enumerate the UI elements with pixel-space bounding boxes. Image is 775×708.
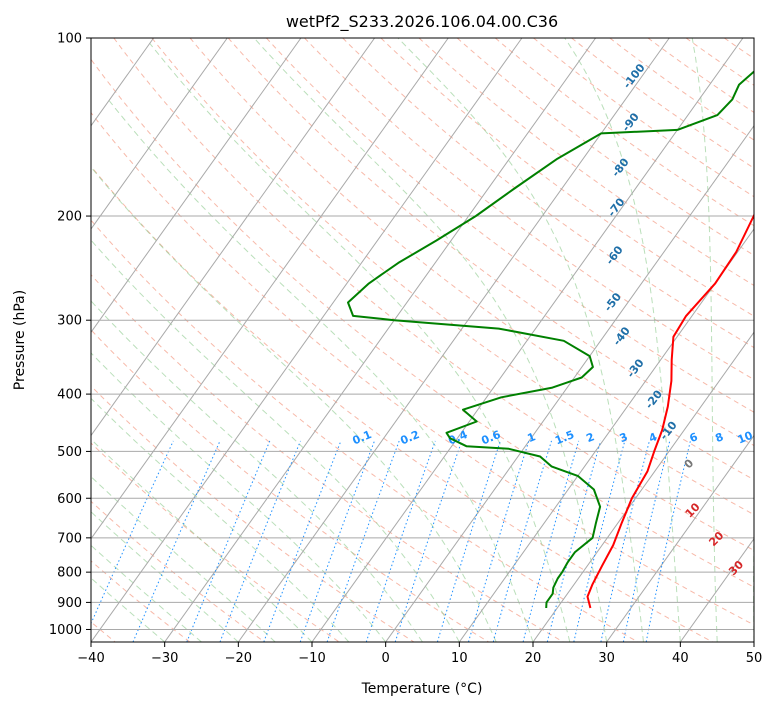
mixing-ratio-label: 3 bbox=[618, 430, 630, 445]
dry-adiabat bbox=[266, 38, 754, 413]
mixing-ratio-label: 1 bbox=[526, 430, 538, 445]
dry-adiabat bbox=[304, 38, 754, 381]
series-layer bbox=[347, 70, 754, 609]
y-axis-label: Pressure (hPa) bbox=[12, 290, 28, 390]
dry-adiabat bbox=[151, 38, 754, 516]
dry-adiabat bbox=[494, 38, 754, 227]
mixing-ratio-line bbox=[132, 440, 221, 642]
x-tick-label: −30 bbox=[151, 651, 178, 666]
mixing-ratio-line bbox=[436, 440, 501, 642]
dry-adiabat bbox=[91, 273, 564, 642]
chart-title: wetPf2_S233.2026.106.04.00.C36 bbox=[286, 12, 558, 32]
mixing-ratio-label: 8 bbox=[713, 430, 725, 445]
moist-adiabat bbox=[91, 544, 202, 642]
y-tick-label: 300 bbox=[57, 314, 82, 329]
x-tick-label: −40 bbox=[77, 651, 104, 666]
mixing-ratio-line bbox=[326, 440, 400, 642]
dry-adiabat bbox=[227, 38, 754, 447]
isotherm-line bbox=[91, 38, 449, 540]
mixing-ratio-line bbox=[91, 440, 174, 625]
mixing-ratio-label: 2 bbox=[584, 430, 596, 445]
x-tick-label: −20 bbox=[225, 651, 252, 666]
y-tick-label: 1000 bbox=[49, 623, 82, 638]
isotherm-line bbox=[91, 38, 228, 230]
moist-adiabat-label: 40 bbox=[752, 584, 772, 604]
isotherm-line bbox=[91, 38, 376, 437]
moist-adiabat bbox=[149, 42, 571, 642]
grid-layer bbox=[91, 38, 754, 642]
y-tick-label: 600 bbox=[57, 492, 82, 507]
mixing-ratio-line bbox=[600, 440, 650, 642]
plot-frame bbox=[90, 37, 755, 643]
x-tick-label: 0 bbox=[382, 651, 390, 666]
moist-adiabat bbox=[91, 475, 276, 642]
y-tick-label: 500 bbox=[57, 445, 82, 460]
moist-adiabat bbox=[91, 166, 497, 642]
mixing-ratio-line bbox=[546, 440, 602, 642]
axis-layer: −40 −30 −20 −10 0 10 20 30 40 50 100 200 300 400 500 60… bbox=[49, 32, 762, 667]
mixing-ratio-line bbox=[299, 440, 375, 642]
x-tick-label: 20 bbox=[525, 651, 542, 666]
x-tick-label: 40 bbox=[672, 651, 689, 666]
y-tick-label: 100 bbox=[57, 32, 82, 47]
dry-adiabat bbox=[609, 38, 754, 141]
dry-adiabat bbox=[113, 38, 754, 552]
moist-adiabat bbox=[564, 38, 681, 642]
isotherm-line bbox=[458, 228, 754, 642]
mixing-ratio-line bbox=[645, 440, 691, 642]
x-tick-label: 50 bbox=[746, 651, 763, 666]
x-tick-label: −10 bbox=[298, 651, 325, 666]
moist-adiabat bbox=[397, 38, 644, 642]
moist-adiabat bbox=[691, 38, 718, 642]
dry-adiabat bbox=[91, 329, 489, 642]
mixing-ratio-label: 10 bbox=[736, 429, 755, 447]
isotherm-line bbox=[237, 38, 670, 642]
mixing-ratio-line bbox=[522, 440, 580, 642]
mixing-ratio-line bbox=[622, 440, 671, 642]
isotherm-line bbox=[679, 537, 754, 642]
isotherm-line bbox=[164, 38, 597, 642]
dry-adiabat bbox=[91, 219, 639, 642]
x-tick-label: 10 bbox=[451, 651, 468, 666]
dry-adiabat bbox=[533, 38, 754, 198]
isotherm-line bbox=[385, 124, 754, 642]
y-tick-label: 900 bbox=[57, 596, 82, 611]
mixing-ratio-line bbox=[394, 440, 463, 642]
dewpoint-profile-line bbox=[347, 70, 754, 609]
x-tick-label: 30 bbox=[598, 651, 615, 666]
y-tick-label: 400 bbox=[57, 388, 82, 403]
dry-adiabat bbox=[91, 165, 713, 642]
mixing-ratio-line bbox=[492, 440, 552, 642]
isotherm-line bbox=[91, 38, 302, 334]
dry-adiabat bbox=[91, 58, 754, 588]
y-tick-label: 700 bbox=[57, 531, 82, 546]
moist-adiabat bbox=[91, 239, 460, 642]
temperature-profile-line bbox=[586, 213, 754, 609]
isotherm-line bbox=[606, 434, 754, 642]
moist-adiabat bbox=[91, 397, 350, 642]
x-axis-label: Temperature (°C) bbox=[361, 681, 483, 697]
mixing-ratio-line bbox=[573, 440, 626, 642]
y-tick-label: 200 bbox=[57, 210, 82, 225]
isotherm-line bbox=[311, 38, 744, 642]
isotherm-line bbox=[91, 38, 523, 642]
moist-adiabat bbox=[91, 300, 423, 642]
y-tick-label: 800 bbox=[57, 566, 82, 581]
isotherm-line bbox=[532, 331, 754, 642]
mixing-ratio-line bbox=[468, 440, 530, 642]
dry-adiabat bbox=[418, 38, 754, 287]
moist-adiabat bbox=[91, 438, 313, 642]
